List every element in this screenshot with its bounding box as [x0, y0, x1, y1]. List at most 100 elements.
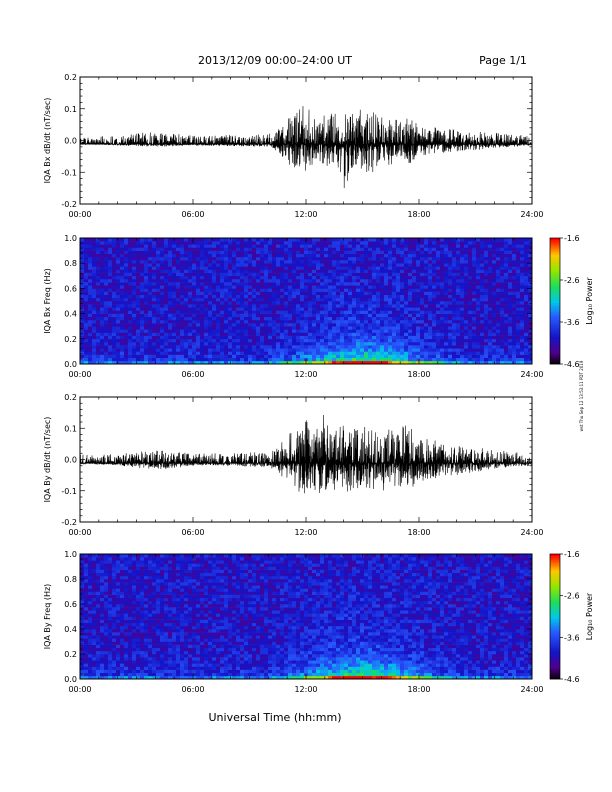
- spectrogram-cell: [416, 323, 421, 327]
- spectrogram-cell: [428, 348, 433, 352]
- spectrogram-cell: [84, 613, 89, 617]
- spectrogram-cell: [464, 329, 469, 333]
- spectrogram-cell: [204, 291, 209, 295]
- spectrogram-cell: [400, 278, 405, 283]
- spectrogram-cell: [364, 247, 369, 251]
- spectrogram-cell: [160, 244, 165, 248]
- spectrogram-cell: [400, 269, 405, 273]
- spectrogram-cell: [252, 345, 257, 349]
- spectrogram-cell: [336, 351, 341, 355]
- spectrogram-cell: [280, 266, 285, 270]
- spectrogram-cell: [204, 288, 209, 292]
- spectrogram-cell: [416, 256, 421, 261]
- spectrogram-cell: [200, 319, 205, 324]
- spectrogram-cell: [324, 247, 329, 251]
- spectrogram-cell: [256, 285, 261, 289]
- spectrogram-cell: [204, 332, 209, 336]
- spectrogram-cell: [236, 348, 241, 352]
- spectrogram-cell: [168, 329, 173, 333]
- spectrogram-cell: [228, 319, 233, 324]
- spectrogram-cell: [352, 338, 357, 343]
- spectrogram-cell: [448, 266, 453, 270]
- spectrogram-cell: [268, 291, 273, 295]
- spectrogram-cell: [244, 256, 249, 261]
- spectrogram-cell: [96, 345, 101, 349]
- spectrogram-cell: [100, 316, 105, 321]
- spectrogram-cell: [284, 326, 289, 330]
- spectrogram-cell: [500, 294, 505, 299]
- spectrogram-cell: [512, 351, 517, 355]
- spectrogram-cell: [284, 272, 289, 277]
- spectrogram-cell: [176, 348, 181, 352]
- spectrogram-cell: [440, 297, 445, 302]
- spectrogram-cell: [272, 335, 277, 340]
- spectrogram-cell: [192, 354, 197, 358]
- spectrogram-cell: [460, 275, 465, 280]
- spectrogram-cell: [240, 357, 245, 362]
- spectrogram-cell: [388, 332, 393, 336]
- spectrogram-cell: [88, 341, 93, 346]
- spectrogram-cell: [372, 256, 377, 261]
- spectrogram-cell: [264, 266, 269, 270]
- spectrogram-cell: [140, 250, 145, 255]
- spectrogram-cell: [388, 297, 393, 302]
- spectrogram-cell: [436, 348, 441, 352]
- spectrogram-cell: [460, 360, 465, 365]
- spectrogram-cell: [272, 253, 277, 258]
- spectrogram-cell: [144, 301, 149, 305]
- spectrogram-cell: [140, 294, 145, 299]
- spectrogram-cell: [392, 307, 397, 311]
- spectrogram-cell: [392, 301, 397, 305]
- spectrogram-cell: [80, 272, 85, 277]
- spectrogram-cell: [80, 294, 85, 299]
- spectrogram-cell: [424, 323, 429, 327]
- spectrogram-cell: [292, 326, 297, 330]
- spectrogram-cell: [328, 319, 333, 324]
- colorbar-segment: [550, 357, 560, 361]
- spectrogram-cell: [512, 285, 517, 289]
- spectrogram-cell: [392, 329, 397, 333]
- spectrogram-cell: [480, 269, 485, 273]
- spectrogram-cell: [100, 326, 105, 330]
- spectrogram-cell: [484, 269, 489, 273]
- spectrogram-cell: [152, 291, 157, 295]
- spectrogram-cell: [456, 335, 461, 340]
- spectrogram-cell: [512, 247, 517, 251]
- spectrogram-cell: [84, 250, 89, 255]
- spectrogram-cell: [468, 297, 473, 302]
- spectrogram-cell: [484, 323, 489, 327]
- spectrogram-cell: [116, 260, 121, 264]
- spectrogram-cell: [320, 263, 325, 267]
- spectrogram-cell: [516, 238, 521, 242]
- spectrogram-cell: [376, 310, 381, 314]
- spectrogram-cell: [232, 250, 237, 255]
- spectrogram-cell: [256, 338, 261, 343]
- spectrogram-cell: [496, 354, 501, 358]
- spectrogram-cell: [108, 360, 113, 365]
- spectrogram-cell: [80, 554, 85, 558]
- spectrogram-cell: [144, 310, 149, 314]
- spectrogram-cell: [360, 294, 365, 299]
- spectrogram-cell: [356, 272, 361, 277]
- spectrogram-cell: [332, 354, 337, 358]
- spectrogram-cell: [128, 357, 133, 362]
- spectrogram-cell: [416, 357, 421, 362]
- spectrogram-cell: [444, 329, 449, 333]
- spectrogram-cell: [516, 278, 521, 283]
- spectrogram-cell: [172, 250, 177, 255]
- spectrogram-cell: [484, 291, 489, 295]
- spectrogram-cell: [324, 241, 329, 245]
- spectrogram-cell: [252, 260, 257, 264]
- spectrogram-cell: [80, 597, 85, 602]
- spectrogram-cell: [504, 332, 509, 336]
- colorbar-segment: [550, 315, 560, 319]
- spectrogram-cell: [292, 310, 297, 314]
- spectrogram-cell: [224, 269, 229, 273]
- spectrogram-cell: [104, 282, 109, 286]
- spectrogram-cell: [212, 323, 217, 327]
- spectrogram-cell: [268, 313, 273, 318]
- spectrogram-cell: [124, 332, 129, 336]
- spectrogram-cell: [292, 285, 297, 289]
- spectrogram-cell: [340, 329, 345, 333]
- spectrogram-cell: [88, 241, 93, 245]
